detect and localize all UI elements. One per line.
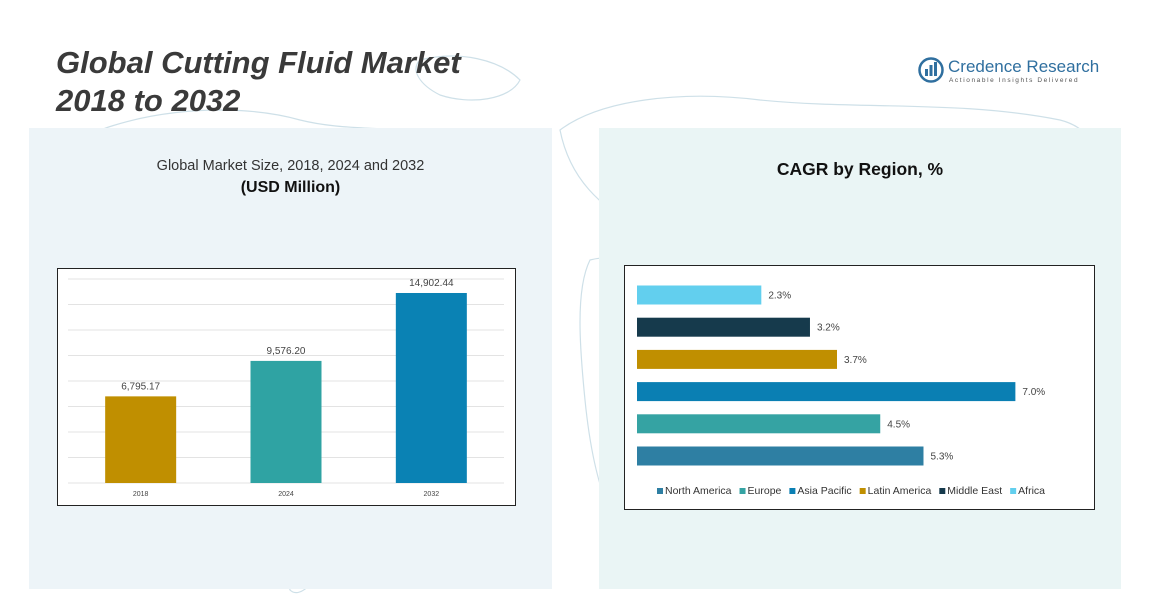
hbar-value-label: 2.3%	[768, 291, 791, 302]
bar-value-label: 6,795.17	[121, 381, 160, 392]
company-logo: Credence Research Actionable Insights De…	[918, 55, 1108, 89]
legend-swatch	[1010, 488, 1017, 494]
cagr-bar-chart: 5.3% 4.5% 7.0% 3.7% 3.2% 2.3% North America Eur…	[637, 285, 1045, 497]
legend-item: Middle East	[939, 485, 1002, 497]
hbar-value-label: 5.3%	[930, 452, 953, 463]
logo-tagline: Actionable Insights Delivered	[949, 77, 1080, 84]
legend-label: Asia Pacific	[797, 485, 851, 497]
x-tick-label: 2024	[278, 491, 294, 498]
bar-value-label: 9,576.20	[267, 346, 306, 357]
hbar-value-label: 3.7%	[844, 355, 867, 366]
market-size-chart-title: Global Market Size, 2018, 2024 and 2032	[156, 158, 425, 174]
legend-item: Latin America	[859, 485, 932, 497]
main-title: Global Cutting Fluid Market 2018 to 2032	[56, 44, 461, 120]
legend-swatch	[789, 488, 796, 494]
legend-item: Asia Pacific	[789, 485, 852, 497]
legend-swatch	[859, 488, 866, 494]
market-size-chart-frame: 6,795.17 2018 9,576.20 2024 14,902.44 2032	[57, 268, 516, 506]
legend-label: North America	[665, 485, 732, 497]
legend-label: Middle East	[947, 485, 1002, 497]
hbar-value-label: 7.0%	[1022, 387, 1045, 398]
main-title-line1: Global Cutting Fluid Market	[56, 45, 461, 80]
hbar-north-america	[637, 446, 924, 466]
hbar-value-label: 3.2%	[817, 323, 840, 334]
bar-value-label: 14,902.44	[409, 278, 454, 289]
legend-swatch	[657, 488, 663, 494]
bar-2024	[250, 360, 322, 483]
legend-swatch	[939, 488, 946, 494]
legend-label: Africa	[1018, 485, 1045, 497]
bar-2032	[395, 292, 467, 483]
market-size-chart-subtitle: (USD Million)	[240, 179, 341, 196]
hbar-europe	[637, 414, 881, 434]
legend-item: North America	[657, 485, 732, 497]
hbar-latin-america	[637, 349, 837, 369]
hbar-asia-pacific	[637, 382, 1016, 402]
legend-label: Europe	[748, 485, 782, 497]
hbar-middle-east	[637, 317, 810, 337]
hbar-value-label: 4.5%	[887, 419, 910, 430]
hbar-africa	[637, 285, 762, 305]
cagr-chart-title: CAGR by Region, %	[776, 159, 944, 179]
legend-item: Africa	[1010, 485, 1045, 497]
legend-label: Latin America	[868, 485, 932, 497]
cagr-chart-frame: 5.3% 4.5% 7.0% 3.7% 3.2% 2.3% North America Eur…	[624, 265, 1095, 510]
bar-2018	[105, 396, 177, 483]
legend-item: Europe	[739, 485, 782, 497]
logo-name: Credence Research	[948, 57, 1100, 76]
main-title-line2: 2018 to 2032	[56, 83, 241, 118]
x-tick-label: 2032	[424, 491, 440, 498]
legend-swatch	[739, 488, 746, 494]
market-size-panel: Global Market Size, 2018, 2024 and 2032 …	[29, 128, 552, 589]
market-size-bar-chart: 6,795.17 2018 9,576.20 2024 14,902.44 2032	[68, 278, 504, 498]
cagr-panel: CAGR by Region, % 5.3% 4.5% 7.0% 3.7% 3.2% 2.…	[599, 128, 1121, 589]
x-tick-label: 2018	[133, 491, 149, 498]
logo-chart-icon	[918, 57, 944, 83]
